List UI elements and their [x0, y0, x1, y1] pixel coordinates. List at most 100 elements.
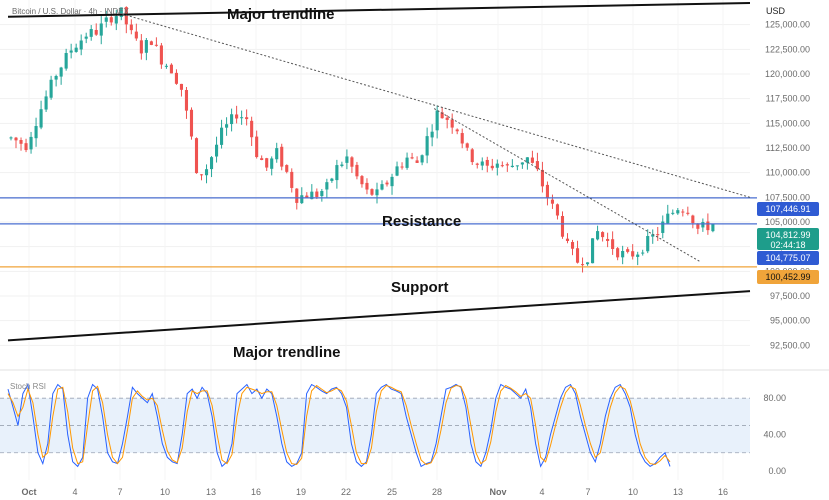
candle-body [596, 231, 600, 240]
candle-body [315, 191, 319, 197]
price-tick-label: 105,000.00 [765, 217, 810, 227]
major-trendline-top-label: Major trendline [227, 6, 335, 23]
candle-body [350, 157, 354, 167]
candle-body [415, 160, 419, 163]
time-tick-label: 22 [341, 487, 351, 497]
candle-body [430, 131, 434, 138]
bid-badge-text: 104,775.07 [765, 253, 810, 263]
candle-body [250, 120, 254, 138]
candle-body [435, 110, 439, 131]
last-badge-countdown: 02:44:18 [770, 240, 805, 250]
candle-body [445, 117, 449, 120]
candle-body [109, 17, 113, 23]
candle-body [666, 213, 670, 224]
candle-body [400, 166, 404, 168]
candle-body [656, 234, 660, 236]
time-tick-label: 7 [117, 487, 122, 497]
candle-body [535, 161, 539, 170]
price-tick-label: 95,000.00 [770, 316, 810, 326]
candle-body [295, 188, 299, 203]
candle-body [29, 136, 33, 150]
candle-body [671, 212, 675, 214]
candle-body [300, 195, 304, 204]
candle-body [325, 182, 329, 190]
price-tick-label: 107,500.00 [765, 192, 810, 202]
candle-body [129, 24, 133, 31]
price-pane-background[interactable] [0, 0, 750, 370]
candle-body [139, 40, 143, 54]
last-badge-bg [757, 228, 819, 250]
time-tick-label: 16 [718, 487, 728, 497]
candle-body [69, 50, 73, 53]
candle-body [49, 79, 53, 98]
candle-body [545, 184, 550, 199]
candle-body [570, 242, 575, 249]
candle-body [305, 195, 309, 198]
time-tick-label: 4 [72, 487, 77, 497]
price-tick-label: 92,500.00 [770, 340, 810, 350]
candle-body [575, 248, 580, 263]
dotted-trendline-lower[interactable] [433, 108, 701, 262]
candle-body [214, 144, 219, 157]
candle-body [425, 136, 429, 156]
candle-body [169, 64, 173, 74]
candle-body [99, 23, 103, 36]
candle-body [636, 254, 640, 257]
resistance-label: Resistance [382, 213, 461, 230]
time-tick-label: 7 [585, 487, 590, 497]
candles [9, 6, 715, 273]
stoch-rsi-label[interactable]: Stoch RSI [10, 382, 46, 391]
currency-label: USD [766, 6, 786, 16]
support-label: Support [391, 279, 449, 296]
candle-body [64, 53, 68, 69]
candle-body [540, 169, 544, 187]
candle-body [44, 96, 48, 110]
bid-price-badge: 104,775.07 [757, 251, 819, 265]
time-tick-label: 19 [296, 487, 306, 497]
candle-body [154, 44, 158, 46]
stoch-tick-label: 0.00 [768, 466, 786, 476]
candle-body [380, 184, 384, 190]
candle-body [475, 163, 479, 165]
candle-body [651, 234, 655, 237]
dotted-trendline-upper[interactable] [118, 12, 751, 198]
candle-body [14, 137, 18, 141]
candle-body [495, 163, 499, 168]
time-axis: Oct 4 7 10 13 16 19 22 25 28 Nov 4 7 10 13 16 [21, 487, 728, 497]
candle-body [490, 165, 494, 169]
major-trendline-bottom[interactable] [7, 290, 751, 342]
last-price-badge: 104,812.99 02:44:18 [757, 228, 819, 250]
candle-body [265, 158, 269, 168]
symbol-header[interactable]: Bitcoin / U.S. Dollar · 4h · INDEX [12, 7, 130, 16]
candle-body [641, 252, 645, 254]
stoch-tick-label: 80.00 [763, 393, 786, 403]
last-badge-price: 104,812.99 [765, 230, 810, 240]
candle-body [189, 109, 194, 137]
support-badge-text: 100,452.99 [765, 272, 810, 282]
candle-body [460, 133, 464, 144]
candle-body [395, 166, 399, 176]
candle-body [24, 143, 28, 151]
candle-body [280, 146, 284, 167]
candle-body [290, 171, 294, 188]
candle-body [621, 251, 625, 258]
candle-body [485, 159, 489, 166]
candle-body [255, 136, 259, 158]
candle-body [260, 158, 264, 161]
candle-body [711, 224, 715, 232]
candle-body [340, 164, 344, 166]
candle-body [681, 211, 685, 213]
candle-body [270, 158, 274, 169]
candle-body [134, 31, 138, 39]
time-tick-label: Nov [489, 487, 506, 497]
major-trendline-top[interactable] [7, 1, 751, 18]
candle-body [285, 165, 289, 172]
price-tick-label: 110,000.00 [766, 168, 810, 178]
candle-body [310, 191, 314, 200]
stoch-d-line [7, 384, 671, 466]
candle-body [676, 210, 680, 214]
candle-body [104, 17, 108, 22]
candle-body [275, 148, 279, 160]
candle-body [89, 29, 93, 37]
